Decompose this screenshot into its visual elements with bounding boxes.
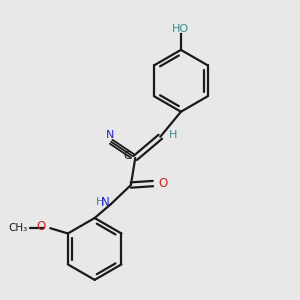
Text: H: H — [96, 197, 104, 207]
Text: N: N — [106, 130, 114, 140]
Text: O: O — [159, 177, 168, 190]
Text: HO: HO — [172, 24, 190, 34]
Text: N: N — [100, 196, 109, 209]
Text: H: H — [169, 130, 178, 140]
Text: O: O — [37, 220, 46, 233]
Text: CH₃: CH₃ — [8, 223, 27, 232]
Text: C: C — [123, 151, 131, 160]
